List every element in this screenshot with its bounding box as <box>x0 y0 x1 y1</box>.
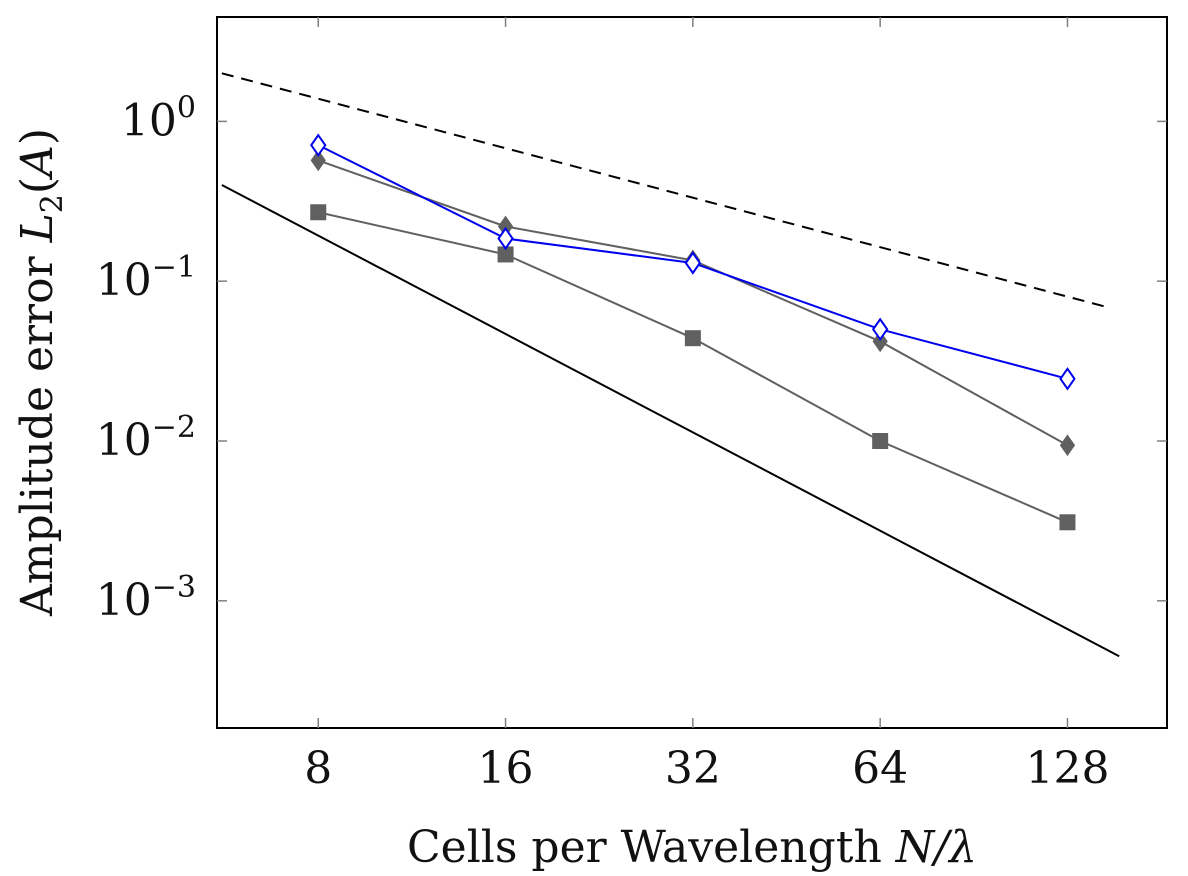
series-3-point-5 <box>1059 514 1076 531</box>
x-tick-label-16: 16 <box>478 743 534 794</box>
reference-line-dashed <box>221 72 1111 309</box>
y-tick-label-exponent: −2 <box>152 410 196 445</box>
y-axis-label-suffix-var: A <box>12 145 63 181</box>
y-axis-label-suffix-open: ( <box>12 177 63 194</box>
y-tick-label-base: 10 <box>121 95 177 146</box>
x-tick-label-128: 128 <box>1025 743 1109 794</box>
y-tick-label-base: 10 <box>96 415 152 466</box>
series-1-point-3 <box>684 251 702 275</box>
x-tick-label-64: 64 <box>852 743 908 794</box>
reference-line-solid <box>221 184 1120 658</box>
y-axis-label-suffix-close: ) <box>12 128 63 145</box>
y-tick-label-0.01: 10−2 <box>96 410 196 466</box>
y-axis-label-suffix: (A) <box>12 128 63 194</box>
x-tick-label-8: 8 <box>304 743 332 794</box>
y-axis-label-symbol: L <box>12 213 63 243</box>
series-layer <box>310 133 1076 531</box>
x-axis-label: Cells per Wavelength N/λ <box>407 822 977 873</box>
series-1-point-1 <box>310 133 327 157</box>
y-tick-label-base: 10 <box>96 255 152 306</box>
y-tick-label-1: 100 <box>121 90 196 146</box>
y-tick-label-0.001: 10−3 <box>96 570 196 626</box>
plot-frame <box>216 16 1168 729</box>
series-1-point-2 <box>497 226 514 251</box>
series-1-point-4 <box>871 317 889 342</box>
y-tick-label-exponent: −1 <box>152 250 196 285</box>
x-axis-label-text: Cells per Wavelength <box>407 822 896 873</box>
tick-layer <box>217 17 1167 728</box>
reference-lines-layer <box>221 72 1120 658</box>
y-tick-label-0.1: 10−1 <box>96 250 196 306</box>
series-2-point-5 <box>1059 434 1076 457</box>
y-axis-label: Amplitude error L2(A) <box>12 128 70 617</box>
series-2-line <box>317 159 1068 447</box>
series-1-point-5 <box>1059 367 1076 391</box>
series-3-point-3 <box>684 330 701 347</box>
y-tick-label-base: 10 <box>96 575 152 626</box>
series-3-point-1 <box>310 204 327 221</box>
series-2-point-1 <box>310 149 326 172</box>
x-axis-label-math: N/λ <box>895 822 977 873</box>
series-2-point-4 <box>872 330 888 353</box>
series-3-point-4 <box>872 433 889 450</box>
y-tick-label-exponent: −3 <box>152 570 196 605</box>
y-tick-label-exponent: 0 <box>177 90 196 125</box>
series-3-point-2 <box>497 246 514 263</box>
y-axis-label-subscript: 2 <box>35 194 70 213</box>
y-axis-label-text: Amplitude error <box>12 242 63 617</box>
x-tick-label-32: 32 <box>665 743 721 794</box>
